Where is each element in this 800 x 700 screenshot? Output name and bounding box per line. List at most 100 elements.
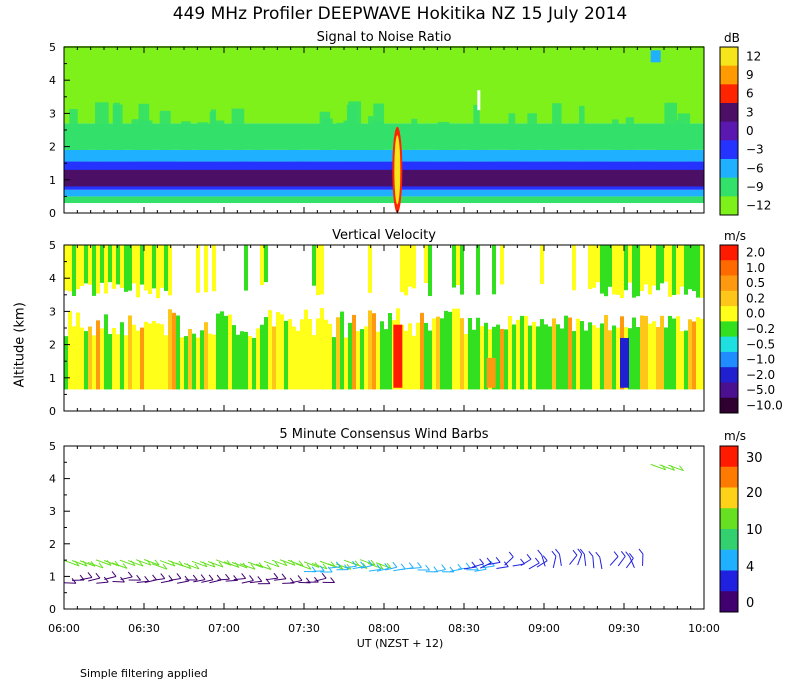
velocity-column (200, 330, 204, 390)
velocity-column-upper (600, 245, 604, 294)
velocity-column (168, 309, 172, 390)
wind-colorbar-label: 20 (746, 486, 763, 501)
velocity-column-upper (604, 245, 608, 297)
wind-barb (223, 561, 240, 568)
velocity-column (640, 315, 644, 390)
wind-barb-flag (249, 575, 254, 581)
snr-colorbar-swatch (720, 177, 738, 197)
wind-barb-flag (368, 560, 373, 566)
velocity-column (648, 323, 652, 390)
snr-texture (252, 135, 263, 150)
wind-barb-flag (408, 562, 414, 568)
wind-barb (541, 554, 546, 567)
snr-heatmap (64, 46, 704, 213)
velocity-column (372, 313, 376, 390)
wind-barb-flag (679, 465, 684, 472)
velocity-column-upper (64, 245, 68, 291)
velocity-column-upper (264, 245, 268, 283)
velocity-column (596, 327, 600, 390)
wind-barb-flag (200, 574, 206, 580)
wind-barb-flag (579, 548, 585, 555)
wind-barb (650, 463, 666, 471)
velocity-column (672, 318, 676, 390)
snr-texture (625, 117, 634, 150)
velocity-column-upper (244, 245, 248, 291)
velocity-column (100, 328, 104, 390)
wind-barb-flag (298, 560, 304, 567)
velocity-colorbar-swatch (720, 321, 738, 338)
velocity-column (136, 330, 140, 390)
velocity-column-upper (608, 245, 612, 287)
snr-texture (677, 113, 691, 150)
wind-barb (239, 563, 256, 570)
velocity-column (480, 326, 484, 390)
velocity-column-upper (96, 245, 100, 294)
snr-texture (465, 154, 481, 162)
velocity-column-upper (632, 245, 636, 298)
x-tick-label: 07:00 (208, 622, 240, 635)
wind-barb (536, 560, 548, 568)
snr-colorbar-swatch (720, 121, 738, 141)
velocity-column (464, 333, 468, 390)
velocity-column (128, 315, 132, 390)
velocity-column (160, 324, 164, 390)
wind-barbs (63, 463, 684, 585)
snr-texture (543, 123, 551, 150)
wind-barb (63, 582, 77, 584)
wind-barb (625, 557, 634, 569)
snr-texture (206, 125, 219, 150)
wind-barb (583, 553, 587, 567)
velocity-column-upper (120, 245, 124, 288)
snr-texture (411, 118, 418, 150)
velocity-column (524, 315, 528, 390)
snr-layer (64, 189, 704, 197)
velocity-column-upper (112, 245, 116, 289)
velocity-column (188, 329, 192, 390)
velocity-column (192, 333, 196, 390)
wind-barb-flag (479, 558, 484, 565)
snr-texture (332, 154, 345, 162)
wind-barb (215, 559, 232, 566)
velocity-column-upper (204, 245, 208, 293)
wind-barb (207, 561, 224, 568)
snr-colorbar-label: −12 (746, 199, 771, 213)
velocity-colorbar-label: 0.2 (746, 291, 765, 305)
velocity-column (468, 318, 472, 390)
velocity-column (564, 315, 568, 390)
velocity-colorbar-swatch (720, 306, 738, 322)
wind-barb-flag (162, 563, 168, 570)
velocity-column-upper (156, 245, 160, 299)
velocity-column-upper (648, 245, 652, 295)
snr-colorbar-swatch (720, 196, 738, 216)
wind-barb (271, 559, 288, 567)
wind-barb-flag (250, 563, 256, 570)
velocity-colorbar-label: −1.0 (746, 353, 775, 367)
snr-colorbar-swatch (720, 159, 738, 179)
wind-barb (119, 559, 136, 567)
snr-texture (159, 110, 171, 150)
y-tick-label: 1 (49, 570, 56, 583)
snr-texture (521, 154, 556, 162)
wind-barb-flag (87, 572, 93, 578)
snr-texture (115, 134, 122, 150)
velocity-column (320, 308, 324, 390)
velocity-column-upper (408, 245, 412, 287)
wind-barb-flag (595, 551, 601, 558)
snr-texture (373, 103, 385, 150)
snr-texture (85, 154, 108, 162)
snr-texture (176, 154, 206, 162)
snr-texture (508, 113, 516, 150)
snr-texture (570, 154, 586, 162)
velocity-colorbar-unit: m/s (724, 229, 746, 243)
velocity-column (572, 331, 576, 390)
velocity-column-upper (680, 245, 684, 287)
snr-texture (480, 126, 487, 150)
snr-colorbar-unit: dB (724, 31, 740, 45)
velocity-column (284, 320, 288, 390)
wind-barb (496, 566, 509, 570)
wind-barb (111, 562, 128, 569)
velocity-column (140, 327, 144, 390)
velocity-column (576, 318, 580, 390)
wind-barb-flag (330, 577, 335, 583)
wind-barb (592, 556, 595, 569)
